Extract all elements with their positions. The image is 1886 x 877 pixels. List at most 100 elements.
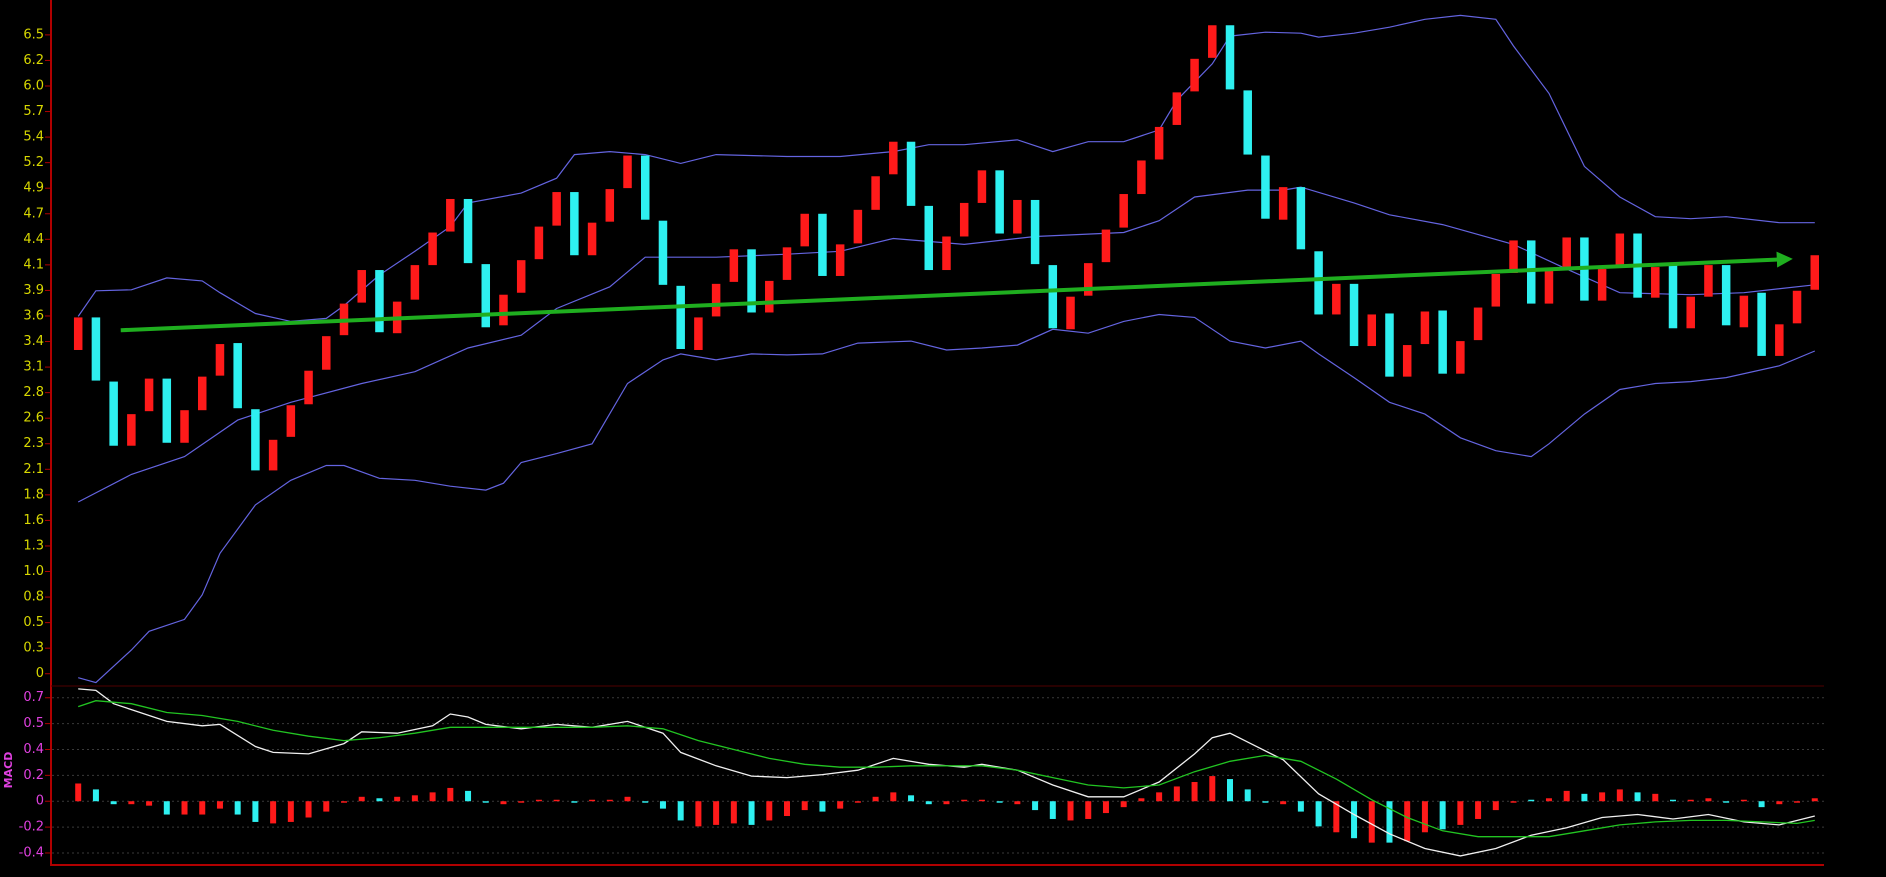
candle (1367, 314, 1377, 347)
macd-bar (996, 801, 1003, 803)
candle (587, 222, 597, 256)
candle (1154, 126, 1164, 160)
indicator-label: MACD (2, 752, 15, 789)
macd-bar (908, 795, 915, 802)
y-tick-label: 2.3 (23, 436, 44, 451)
macd-bar (1616, 789, 1623, 802)
candle (1420, 311, 1430, 345)
macd-bar (1740, 799, 1747, 802)
macd-bar (394, 796, 401, 802)
macd-bar (1209, 776, 1216, 802)
candle (1704, 265, 1713, 297)
y-tick-label: 0.4 (23, 742, 44, 757)
macd-bar (1528, 799, 1535, 802)
candle (1597, 269, 1607, 301)
y-tick-label: 6.5 (23, 27, 44, 42)
y-tick-label: 2.1 (23, 462, 44, 477)
macd-bar (305, 801, 312, 818)
trend-arrow (120, 251, 1793, 333)
y-tick-label: 2.6 (23, 411, 44, 426)
candle (481, 264, 491, 328)
candle (1243, 90, 1252, 155)
y-tick-label: 6.2 (23, 53, 44, 68)
candle (1792, 290, 1802, 324)
candle (1225, 25, 1235, 90)
candle (1810, 255, 1820, 290)
macd-bar (1333, 801, 1340, 833)
macd-bar (358, 796, 365, 802)
candle (889, 141, 898, 175)
candle (1615, 233, 1625, 268)
y-tick-label: 1.6 (23, 513, 44, 528)
macd-bar (1670, 799, 1676, 802)
candle (1491, 273, 1501, 307)
candle (180, 410, 189, 443)
macd-bar (1085, 801, 1092, 819)
macd-line (77, 700, 1815, 838)
candle (1137, 160, 1146, 195)
macd-bar (1138, 798, 1145, 802)
y-tick-label: 5.2 (23, 155, 44, 170)
macd-bar (854, 801, 861, 803)
macd-bar (110, 801, 117, 805)
candle (906, 141, 916, 206)
candle (800, 213, 809, 247)
candle (1261, 155, 1270, 219)
candle (144, 378, 154, 412)
candle (676, 285, 685, 349)
candle (499, 294, 508, 326)
candle (322, 336, 331, 370)
candle (197, 376, 207, 411)
macd-bar (518, 801, 525, 803)
candle (959, 202, 969, 237)
macd-bar (429, 792, 436, 802)
candle (357, 270, 366, 303)
y-tick-label: 3.9 (23, 283, 44, 298)
macd-bar (1156, 792, 1163, 802)
macd-bar (163, 801, 170, 815)
macd-bar (252, 801, 259, 822)
macd-bar (642, 801, 649, 803)
y-tick-label: 0.3 (23, 641, 44, 656)
candle (694, 317, 703, 350)
candle (534, 226, 544, 260)
y-tick-label: 5.7 (23, 104, 44, 119)
candle (1562, 237, 1571, 271)
y-tick-label: 4.7 (23, 206, 44, 221)
candle (640, 155, 650, 220)
macd-bar (1794, 801, 1801, 803)
macd-bar (730, 801, 737, 824)
candle (977, 170, 987, 203)
macd-bar (92, 789, 99, 802)
candle (747, 249, 756, 313)
macd-bar (447, 787, 454, 802)
macd-bar (1368, 801, 1375, 843)
macd-bar (216, 801, 223, 809)
candle (91, 317, 101, 381)
macd-bar (411, 795, 418, 802)
macd-bar (606, 799, 613, 802)
macd-bar (287, 801, 294, 822)
macd-bar (1581, 793, 1588, 802)
candle (835, 244, 845, 276)
macd-bar (1687, 799, 1694, 802)
macd-bar (1049, 801, 1056, 819)
macd-bar (1457, 801, 1464, 825)
macd-bar (961, 799, 968, 802)
macd-bar (323, 801, 330, 812)
candle (995, 170, 1004, 234)
macd-bar (75, 783, 82, 802)
macd-bar (1404, 801, 1411, 842)
y-tick-label: 0.8 (23, 590, 44, 605)
y-tick-label: 0.5 (23, 615, 44, 630)
macd-bar (1173, 786, 1180, 802)
candle (1668, 265, 1678, 329)
candle (729, 249, 739, 282)
macd-bar (1120, 801, 1127, 808)
candle (1083, 263, 1093, 296)
bollinger-line (77, 14, 1815, 323)
bollinger-line (77, 186, 1815, 503)
macd-bar (1351, 801, 1358, 839)
candle (765, 280, 774, 313)
